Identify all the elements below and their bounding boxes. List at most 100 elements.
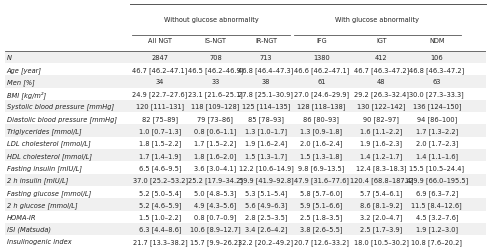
Text: 61: 61 [317, 79, 326, 85]
Text: 3.2 [2.0–4.7]: 3.2 [2.0–4.7] [360, 214, 403, 220]
Text: IS-NGT: IS-NGT [204, 38, 226, 44]
Text: 2 h glucose [mmol/L]: 2 h glucose [mmol/L] [7, 201, 78, 208]
Text: 8.6 [8.1–9.2]: 8.6 [8.1–9.2] [360, 201, 403, 208]
Text: 3.4 [2.6–4.2]: 3.4 [2.6–4.2] [245, 226, 287, 232]
Text: 4.5 [3.2–7.6]: 4.5 [3.2–7.6] [415, 214, 458, 220]
Text: 1.8 [1.6–2.0]: 1.8 [1.6–2.0] [194, 152, 237, 159]
Text: 0.8 [0.7–0.9]: 0.8 [0.7–0.9] [194, 214, 237, 220]
Text: 94 [86–100]: 94 [86–100] [417, 116, 457, 122]
Bar [5, 113, 486, 125]
Text: 5.2 [4.6–5.9]: 5.2 [4.6–5.9] [139, 201, 181, 208]
Text: 3.8 [2.6–5.5]: 3.8 [2.6–5.5] [300, 226, 343, 232]
Text: 1.3 [0.9–1.8]: 1.3 [0.9–1.8] [300, 128, 342, 134]
Text: Fasting glucose [mmol/L]: Fasting glucose [mmol/L] [7, 189, 91, 196]
Text: IR-NGT: IR-NGT [255, 38, 277, 44]
Text: 6.9 [6.3–7.2]: 6.9 [6.3–7.2] [415, 189, 458, 196]
Text: 1.3 [1.0–1.7]: 1.3 [1.0–1.7] [245, 128, 287, 134]
Text: 9.8 [6.9–13.5]: 9.8 [6.9–13.5] [298, 164, 345, 171]
Text: 59.9 [41.9–92.8]: 59.9 [41.9–92.8] [239, 177, 293, 184]
Text: BMI [kg/m²]: BMI [kg/m²] [7, 90, 46, 98]
Text: 1.5 [1.3–1.7]: 1.5 [1.3–1.7] [245, 152, 287, 159]
Text: 20.7 [12.6–33.2]: 20.7 [12.6–33.2] [294, 238, 349, 245]
Text: LDL cholesterol [mmol/L]: LDL cholesterol [mmol/L] [7, 140, 90, 147]
Text: 12.2 [10.6–14.9]: 12.2 [10.6–14.9] [239, 164, 294, 171]
Text: 118 [109–128]: 118 [109–128] [191, 103, 240, 110]
Text: 2.0 [1.7–2.3]: 2.0 [1.7–2.3] [415, 140, 458, 147]
Text: 1.9 [1.6–2.4]: 1.9 [1.6–2.4] [245, 140, 287, 147]
Bar [5, 137, 486, 149]
Text: 412: 412 [375, 55, 388, 60]
Text: With glucose abnormality: With glucose abnormality [335, 17, 419, 23]
Text: 86 [80–93]: 86 [80–93] [303, 116, 339, 122]
Text: 38: 38 [262, 79, 270, 85]
Text: 128 [118–138]: 128 [118–138] [297, 103, 346, 110]
Text: Insulinogenic index: Insulinogenic index [7, 238, 72, 244]
Text: 27.0 [24.6–29.9]: 27.0 [24.6–29.9] [294, 91, 349, 98]
Text: 1.5 [1.3–1.8]: 1.5 [1.3–1.8] [300, 152, 342, 159]
Text: 46.7 [46.2–47.1]: 46.7 [46.2–47.1] [133, 66, 188, 73]
Text: 1380: 1380 [313, 55, 329, 60]
Text: 4.9 [4.3–5.6]: 4.9 [4.3–5.6] [194, 201, 237, 208]
Text: 46.6 [46.2–47.1]: 46.6 [46.2–47.1] [294, 66, 349, 73]
Bar [5, 174, 486, 186]
Text: 48: 48 [377, 79, 386, 85]
Text: 3.6 [3.0–4.1]: 3.6 [3.0–4.1] [194, 164, 237, 171]
Text: 1.0 [0.7–1.3]: 1.0 [0.7–1.3] [139, 128, 181, 134]
Text: 1.7 [1.3–2.2]: 1.7 [1.3–2.2] [416, 128, 458, 134]
Text: 708: 708 [209, 55, 222, 60]
Text: 1.6 [1.1–2.2]: 1.6 [1.1–2.2] [360, 128, 403, 134]
Text: 5.9 [5.1–6.6]: 5.9 [5.1–6.6] [300, 201, 343, 208]
Text: 129.9 [66.0–195.5]: 129.9 [66.0–195.5] [405, 177, 468, 184]
Text: 106: 106 [431, 55, 443, 60]
Text: Without glucose abnormality: Without glucose abnormality [164, 17, 259, 23]
Text: 5.3 [5.1–5.4]: 5.3 [5.1–5.4] [245, 189, 287, 196]
Text: 6.3 [4.4–8.6]: 6.3 [4.4–8.6] [139, 226, 181, 232]
Text: HOMA-IR: HOMA-IR [7, 214, 36, 220]
Text: 47.9 [31.6–77.6]: 47.9 [31.6–77.6] [294, 177, 349, 184]
Bar [5, 211, 486, 223]
Bar [5, 88, 486, 101]
Text: 27.8 [25.1–30.9]: 27.8 [25.1–30.9] [239, 91, 294, 98]
Text: 1.4 [1.2–1.7]: 1.4 [1.2–1.7] [360, 152, 403, 159]
Text: 1.7 [1.4–1.9]: 1.7 [1.4–1.9] [139, 152, 181, 159]
Text: 713: 713 [260, 55, 272, 60]
Text: 1.4 [1.1–1.6]: 1.4 [1.1–1.6] [416, 152, 458, 159]
Bar [5, 235, 486, 248]
Bar [5, 223, 486, 235]
Bar [5, 125, 486, 137]
Bar [5, 198, 486, 211]
Text: Age [year]: Age [year] [7, 66, 42, 73]
Text: 46.5 [46.2–46.9]: 46.5 [46.2–46.9] [188, 66, 243, 73]
Text: 21.7 [13.3–38.2]: 21.7 [13.3–38.2] [133, 238, 188, 245]
Text: All NGT: All NGT [148, 38, 172, 44]
Text: Diastolic blood pressure [mmHg]: Diastolic blood pressure [mmHg] [7, 116, 117, 122]
Text: 5.2 [5.0–5.4]: 5.2 [5.0–5.4] [139, 189, 181, 196]
Text: 30.0 [27.3–33.3]: 30.0 [27.3–33.3] [409, 91, 464, 98]
Text: ISI (Matsuda): ISI (Matsuda) [7, 226, 51, 232]
Text: HDL cholesterol [mmol/L]: HDL cholesterol [mmol/L] [7, 152, 92, 159]
Text: Systolic blood pressure [mmHg]: Systolic blood pressure [mmHg] [7, 103, 114, 110]
Text: 15.5 [10.5–24.4]: 15.5 [10.5–24.4] [409, 164, 464, 171]
Text: 5.6 [4.9–6.3]: 5.6 [4.9–6.3] [245, 201, 287, 208]
Text: 32.2 [20.2–49.2]: 32.2 [20.2–49.2] [239, 238, 294, 245]
Text: N: N [7, 55, 12, 60]
Text: 2 h insulin [mIU/L]: 2 h insulin [mIU/L] [7, 177, 68, 184]
Text: 10.6 [8.9–12.7]: 10.6 [8.9–12.7] [190, 226, 241, 232]
Text: 1.5 [1.0–2.2]: 1.5 [1.0–2.2] [139, 214, 181, 220]
Text: 11.5 [8.4–12.6]: 11.5 [8.4–12.6] [411, 201, 462, 208]
Text: 120 [111–131]: 120 [111–131] [136, 103, 184, 110]
Text: 2.0 [1.6–2.4]: 2.0 [1.6–2.4] [300, 140, 343, 147]
Text: 46.8 [46.4–47.3]: 46.8 [46.4–47.3] [238, 66, 294, 73]
Text: 18.0 [10.5–30.2]: 18.0 [10.5–30.2] [354, 238, 409, 245]
Text: IFG: IFG [316, 38, 327, 44]
Bar [5, 100, 486, 113]
Text: 136 [124–150]: 136 [124–150] [412, 103, 461, 110]
Text: 5.0 [4.8–5.3]: 5.0 [4.8–5.3] [194, 189, 237, 196]
Bar [5, 186, 486, 198]
Text: 1.7 [1.5–2.2]: 1.7 [1.5–2.2] [194, 140, 237, 147]
Text: 29.2 [26.3–32.4]: 29.2 [26.3–32.4] [354, 91, 409, 98]
Text: 125 [114–135]: 125 [114–135] [242, 103, 290, 110]
Text: 1.9 [1.2–3.0]: 1.9 [1.2–3.0] [416, 226, 458, 232]
Text: 90 [82–97]: 90 [82–97] [363, 116, 400, 122]
Text: 0.8 [0.6–1.1]: 0.8 [0.6–1.1] [194, 128, 237, 134]
